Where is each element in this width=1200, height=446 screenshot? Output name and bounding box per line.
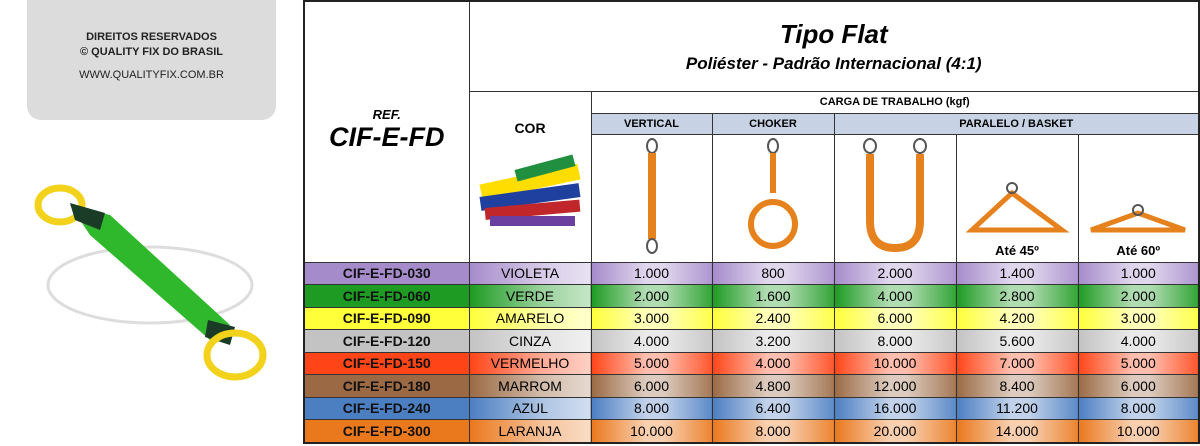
- load-value: 2.800: [955, 284, 1079, 308]
- load-value: 6.000: [833, 306, 957, 330]
- load-value: 2.000: [1077, 284, 1200, 308]
- color-name: LARANJA: [468, 419, 592, 443]
- ref: CIF-E-FD-120: [303, 329, 470, 353]
- load-value: 800: [711, 261, 835, 285]
- load-value: 8.000: [590, 396, 713, 420]
- load-value: 2.000: [833, 261, 957, 285]
- ref: CIF-E-FD-300: [303, 419, 470, 443]
- load-label: CARGA DE TRABALHO (kgf): [590, 90, 1200, 114]
- title: Tipo Flat: [779, 18, 888, 49]
- load-value: 4.200: [955, 306, 1079, 330]
- load-value: 4.000: [711, 351, 835, 375]
- angle60-cell: Até 60º: [1077, 133, 1200, 263]
- load-value: 3.000: [1077, 306, 1200, 330]
- sling-45: [965, 181, 1070, 232]
- ref: CIF-E-FD-180: [303, 374, 470, 398]
- load-value: 11.200: [955, 396, 1079, 420]
- basket-header: PARALELO / BASKET: [833, 112, 1200, 135]
- ref: CIF-E-FD-150: [303, 351, 470, 375]
- load-value: 14.000: [955, 419, 1079, 443]
- load-value: 7.000: [955, 351, 1079, 375]
- load-value: 5.000: [1077, 351, 1200, 375]
- color-name: MARROM: [468, 374, 592, 398]
- load-table: REF. CIF-E-FD Tipo Flat Poliéster - Padr…: [303, 0, 1200, 444]
- load-value: 1.400: [955, 261, 1079, 285]
- data-row: CIF-E-FD-120 CINZA 4.000 3.200 8.000 5.600 4.0…: [303, 329, 1200, 353]
- ref-label: REF.: [372, 107, 401, 122]
- ref: CIF-E-FD-090: [303, 306, 470, 330]
- product-image: [34, 184, 267, 381]
- load-value: 8.000: [1077, 396, 1200, 420]
- sling-choker: [748, 137, 798, 249]
- title-cell: Tipo Flat Poliéster - Padrão Internacion…: [468, 0, 1200, 92]
- load-value: 8.000: [711, 419, 835, 443]
- load-value: 10.000: [1077, 419, 1200, 443]
- vertical-image: [590, 133, 713, 263]
- load-value: 5.600: [955, 329, 1079, 353]
- load-value: 20.000: [833, 419, 957, 443]
- load-value: 12.000: [833, 374, 957, 398]
- company: © QUALITY FIX DO BRASIL: [80, 46, 223, 58]
- load-value: 2.400: [711, 306, 835, 330]
- load-value: 2.000: [590, 284, 713, 308]
- sling-vertical: [645, 137, 658, 254]
- color-name: VERDE: [468, 284, 592, 308]
- load-value: 4.000: [1077, 329, 1200, 353]
- load-value: 4.000: [590, 329, 713, 353]
- color-image: [479, 153, 581, 226]
- load-value: 3.200: [711, 329, 835, 353]
- rights: DIREITOS RESERVADOS: [86, 31, 217, 43]
- ref: CIF-E-FD-060: [303, 284, 470, 308]
- data-row: CIF-E-FD-150 VERMELHO 5.000 4.000 10.000 7.00…: [303, 351, 1200, 375]
- load-value: 16.000: [833, 396, 957, 420]
- color-name: AMARELO: [468, 306, 592, 330]
- website: WWW.QUALITYFIX.COM.BR: [79, 69, 224, 81]
- load-value: 4.800: [711, 374, 835, 398]
- color-name: VERMELHO: [468, 351, 592, 375]
- color-name: AZUL: [468, 396, 592, 420]
- sling-basket: [863, 137, 927, 252]
- load-value: 8.400: [955, 374, 1079, 398]
- data-row: CIF-E-FD-240 AZUL 8.000 6.400 16.000 11.200 8.…: [303, 396, 1200, 420]
- angle45-cell: Até 45º: [955, 133, 1079, 263]
- load-value: 5.000: [590, 351, 713, 375]
- angle-45: Até 45º: [995, 242, 1039, 258]
- color-label: COR: [514, 119, 546, 136]
- angle-60: Até 60º: [1116, 242, 1161, 258]
- load-value: 4.000: [833, 284, 957, 308]
- ref-cell: REF. CIF-E-FD: [303, 0, 470, 263]
- color-name: VIOLETA: [468, 261, 592, 285]
- data-row: CIF-E-FD-030 VIOLETA 1.000 800 2.000 1.400 1.0…: [303, 261, 1200, 285]
- load-value: 10.000: [833, 351, 957, 375]
- ref-code: CIF-E-FD: [329, 122, 445, 152]
- copyright-box: DIREITOS RESERVADOS © QUALITY FIX DO BRA…: [27, 0, 276, 120]
- ref: CIF-E-FD-240: [303, 396, 470, 420]
- load-value: 6.000: [1077, 374, 1200, 398]
- subtitle: Poliéster - Padrão Internacional (4:1): [685, 53, 982, 73]
- ref: CIF-E-FD-030: [303, 261, 470, 285]
- basket-image: [833, 133, 957, 263]
- data-row: CIF-E-FD-180 MARROM 6.000 4.800 12.000 8.400 6…: [303, 374, 1200, 398]
- color-name: CINZA: [468, 329, 592, 353]
- load-value: 6.000: [590, 374, 713, 398]
- load-value: 8.000: [833, 329, 957, 353]
- color-cell: COR: [468, 90, 592, 263]
- load-value: 3.000: [590, 306, 713, 330]
- load-value: 1.600: [711, 284, 835, 308]
- choker-header: CHOKER: [711, 112, 835, 135]
- sling-60: [1090, 203, 1187, 232]
- data-row: CIF-E-FD-090 AMARELO 3.000 2.400 6.000 4.200 3…: [303, 306, 1200, 330]
- choker-image: [711, 133, 835, 263]
- data-row: CIF-E-FD-060 VERDE 2.000 1.600 4.000 2.800 2.0…: [303, 284, 1200, 308]
- load-value: 1.000: [1077, 261, 1200, 285]
- load-value: 10.000: [590, 419, 713, 443]
- vertical-header: VERTICAL: [590, 112, 713, 135]
- load-value: 6.400: [711, 396, 835, 420]
- data-row: CIF-E-FD-300 LARANJA 10.000 8.000 20.000 14.0…: [303, 419, 1200, 443]
- load-value: 1.000: [590, 261, 713, 285]
